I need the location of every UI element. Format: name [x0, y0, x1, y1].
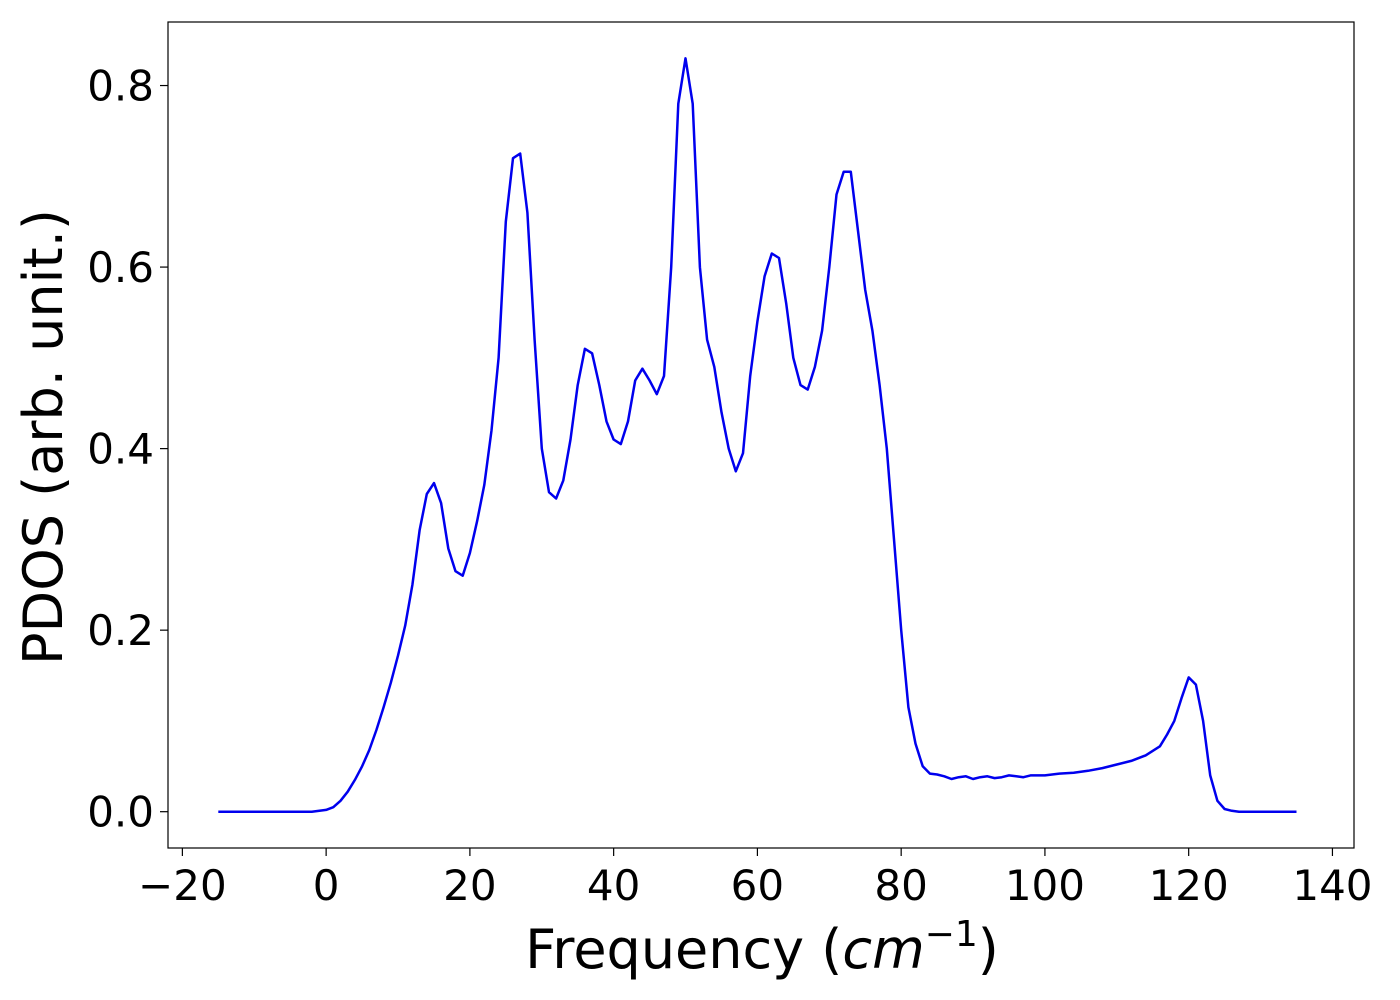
y-tick-label: 0.0 — [87, 788, 154, 837]
x-axis-unit-exponent: −1 — [925, 914, 978, 955]
x-axis-label-text: Frequency — [525, 918, 804, 981]
plot-frame — [167, 21, 1355, 849]
y-tick-label: 0.6 — [87, 243, 154, 292]
y-tick-label: 0.8 — [87, 62, 154, 111]
x-axis-ticks: −20 0 20 40 60 80 100 120 140 — [138, 848, 1373, 910]
x-tick-label: 140 — [1292, 861, 1372, 910]
x-tick-label: 20 — [443, 861, 496, 910]
y-tick-label: 0.4 — [87, 425, 154, 474]
pdos-series-line — [218, 57, 1297, 813]
x-tick-label: 80 — [874, 861, 927, 910]
x-axis-unit: cm — [842, 918, 924, 981]
x-tick-label: 60 — [731, 861, 784, 910]
plot-area — [168, 22, 1354, 848]
y-tick-label: 0.2 — [87, 606, 154, 655]
x-tick-label: 120 — [1149, 861, 1229, 910]
y-axis-ticks: 0.0 0.2 0.4 0.6 0.8 — [87, 62, 168, 837]
x-tick-label: 100 — [1005, 861, 1085, 910]
x-tick-label: −20 — [138, 861, 227, 910]
x-tick-label: 40 — [587, 861, 640, 910]
x-tick-label: 0 — [313, 861, 340, 910]
x-axis-label: Frequency (cm−1) — [525, 914, 999, 981]
y-axis-label: PDOS (arb. unit.) — [12, 209, 75, 665]
